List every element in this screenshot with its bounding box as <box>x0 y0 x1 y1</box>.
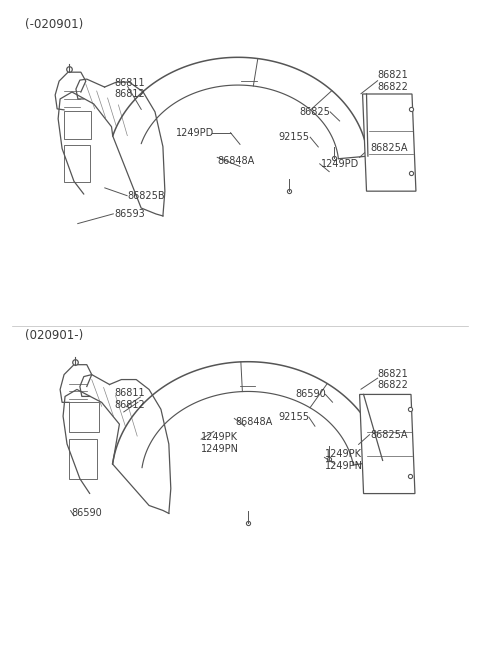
Text: (020901-): (020901-) <box>24 329 83 342</box>
Text: 86811
86812: 86811 86812 <box>114 78 145 100</box>
Text: 86821
86822: 86821 86822 <box>378 369 408 390</box>
Text: 86825: 86825 <box>299 107 330 117</box>
Text: 86590: 86590 <box>72 508 102 517</box>
Text: 86825A: 86825A <box>370 430 408 440</box>
Bar <box>69 439 96 479</box>
Text: 86593: 86593 <box>114 209 145 219</box>
Text: 1249PK
1249PN: 1249PK 1249PN <box>325 449 363 471</box>
Text: 1249PK
1249PN: 1249PK 1249PN <box>201 432 239 454</box>
Text: 86590: 86590 <box>295 389 326 400</box>
Text: 92155: 92155 <box>279 132 310 142</box>
Text: (-020901): (-020901) <box>24 18 83 31</box>
Polygon shape <box>362 94 416 191</box>
Polygon shape <box>360 394 415 494</box>
Bar <box>64 111 91 139</box>
Text: 1249PD: 1249PD <box>176 128 214 138</box>
Text: 92155: 92155 <box>279 412 310 422</box>
Text: 86821
86822: 86821 86822 <box>378 70 408 92</box>
Text: 86825B: 86825B <box>128 191 165 200</box>
Text: 86811
86812: 86811 86812 <box>114 388 145 410</box>
Text: 86848A: 86848A <box>218 156 255 166</box>
Bar <box>69 402 99 432</box>
Bar <box>64 145 90 182</box>
Text: 1249PD: 1249PD <box>321 159 359 169</box>
Text: 86848A: 86848A <box>235 417 273 426</box>
Text: 86825A: 86825A <box>370 143 408 153</box>
